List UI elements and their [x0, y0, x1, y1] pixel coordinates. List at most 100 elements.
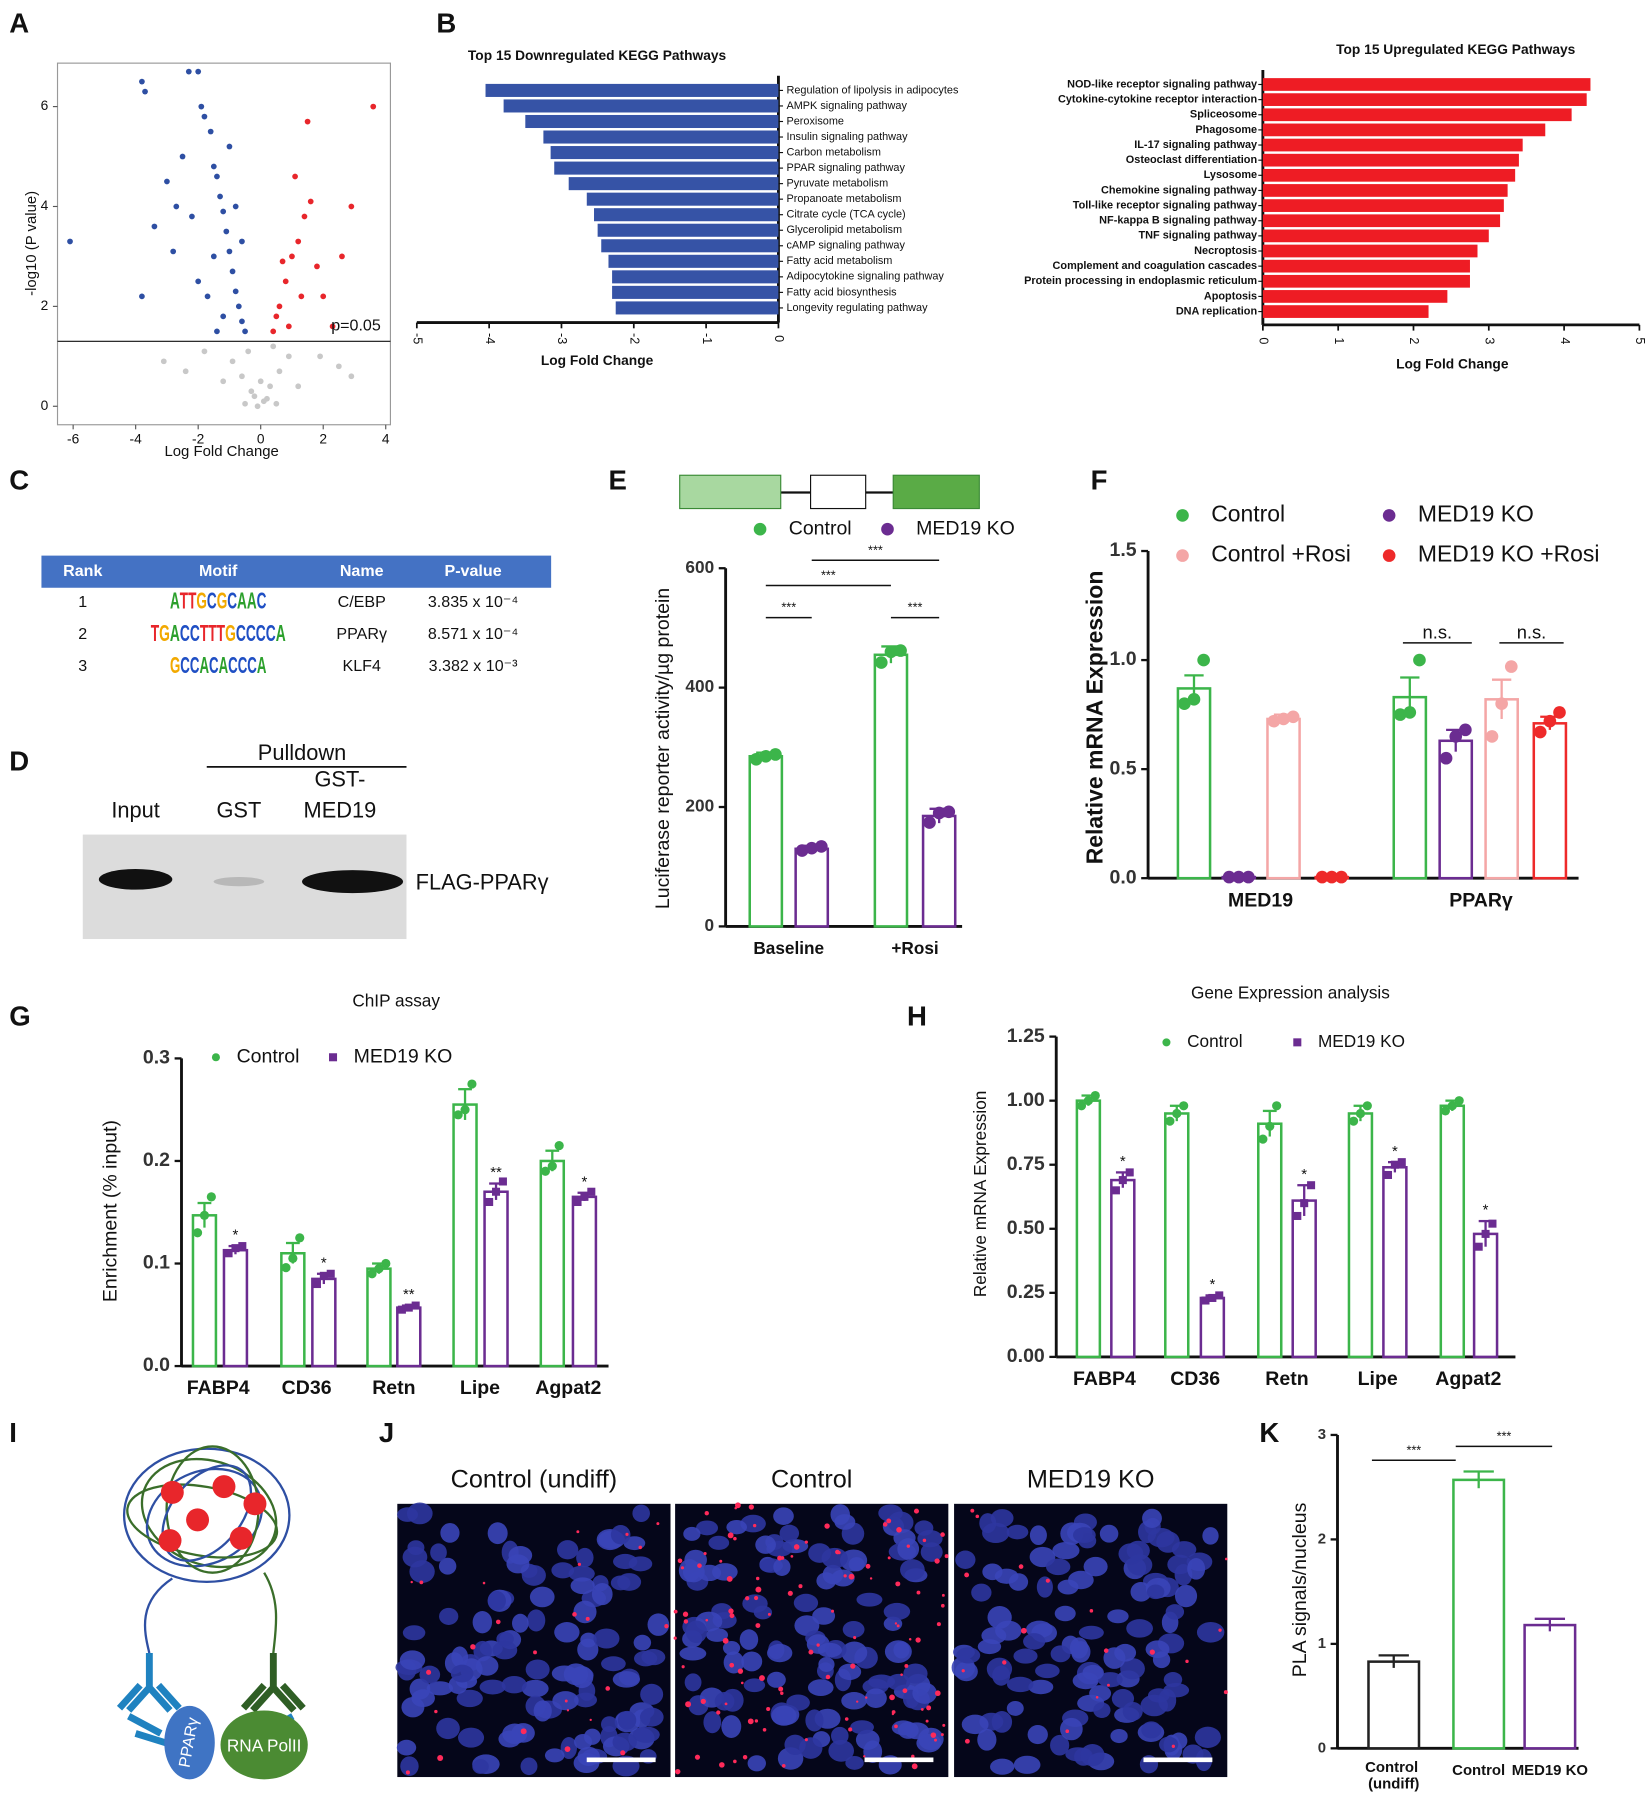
pla-signal: [470, 1644, 476, 1650]
x-axis-title: Log Fold Change: [541, 353, 654, 368]
point: [257, 378, 264, 385]
bar: [1110, 1178, 1136, 1359]
x-tick-label: 0: [1257, 337, 1271, 344]
bar: [550, 146, 779, 160]
bar: [1452, 1478, 1506, 1750]
cell-nucleus: [818, 1656, 835, 1672]
pla-signal: [755, 1576, 760, 1581]
cell-nucleus: [887, 1673, 911, 1691]
point: [370, 103, 377, 110]
point: [170, 248, 177, 255]
legend-label: MED19 KO +Rosi: [1418, 541, 1600, 567]
chart-title: ChIP assay: [352, 991, 440, 1011]
point: [367, 1269, 377, 1279]
cell-nucleus: [828, 1739, 855, 1762]
pla-signal: [1065, 1729, 1070, 1734]
cell-nucleus: [900, 1559, 925, 1581]
cell-nucleus: [475, 1656, 499, 1676]
construct-diagram: [679, 474, 980, 510]
cell-nucleus: [739, 1629, 759, 1650]
significance-star: *: [1392, 1143, 1398, 1160]
y-tick-label: 4: [41, 198, 49, 213]
bar: [1438, 739, 1474, 880]
motif-logo: GCCACACCCA: [170, 652, 266, 678]
cell-nucleus: [610, 1524, 631, 1545]
y-tick-label: 0.0: [143, 1354, 170, 1376]
point: [182, 368, 189, 375]
point: [1222, 870, 1236, 884]
point: [573, 1197, 582, 1207]
category-label: Toll-like receptor signaling pathway: [1073, 199, 1257, 211]
x-tick-label: FABP4: [187, 1377, 250, 1399]
category-label: cAMP signaling pathway: [786, 240, 905, 252]
cell-nucleus: [991, 1711, 1013, 1733]
pla-signal: [755, 1586, 762, 1593]
panel-label: C: [9, 464, 29, 495]
point: [1362, 1101, 1372, 1111]
pla-signal: [434, 1709, 438, 1714]
category-label: Adipocytokine signaling pathway: [786, 271, 944, 283]
point: [1197, 653, 1210, 667]
point: [1454, 1096, 1464, 1106]
cell-nucleus: [396, 1739, 417, 1756]
point: [348, 373, 355, 380]
pla-signal: [804, 1540, 808, 1544]
cell-nucleus: [1107, 1609, 1129, 1624]
cell-nucleus: [1082, 1664, 1104, 1681]
pla-signal: [816, 1643, 820, 1647]
table-header: Motif: [199, 562, 238, 580]
pla-signal: [850, 1663, 856, 1669]
cell-nucleus: [601, 1716, 618, 1733]
pla-signal: [605, 1686, 611, 1691]
cell-nucleus: [439, 1607, 459, 1625]
point: [1178, 697, 1191, 711]
cell-nucleus: [856, 1592, 883, 1607]
micrograph-title: MED19 KO: [1027, 1466, 1155, 1494]
pla-signal: [830, 1609, 835, 1613]
bar: [1439, 1104, 1466, 1359]
point: [1258, 1134, 1268, 1144]
bar: [1262, 199, 1504, 212]
pla-signal: [778, 1686, 784, 1692]
x-tick-label: MED19 KO: [1512, 1762, 1588, 1779]
legend-label: MED19 KO: [354, 1045, 453, 1067]
x-tick-label: 4: [1558, 337, 1572, 344]
pla-signal: [727, 1532, 734, 1539]
cell-nucleus: [1052, 1541, 1080, 1560]
pla-signal: [724, 1702, 728, 1706]
point: [282, 278, 289, 285]
category-label: Phagosome: [1195, 124, 1257, 136]
category-label: IL-17 signaling pathway: [1134, 139, 1257, 151]
table-cell: 3.835 x 10⁻⁴: [428, 593, 518, 611]
cell-nucleus: [838, 1663, 862, 1681]
cell-nucleus: [1078, 1625, 1104, 1640]
y-tick-label: 0: [41, 398, 49, 413]
cell-nucleus: [533, 1700, 552, 1722]
pla-signal: [853, 1636, 857, 1640]
pla-signal: [920, 1708, 924, 1711]
cell-nucleus: [917, 1529, 943, 1548]
panel-label: F: [1091, 464, 1108, 495]
pla-signal: [681, 1665, 685, 1669]
y-tick-label: 200: [685, 796, 714, 816]
cell-nucleus: [1114, 1643, 1137, 1662]
pla-signal: [808, 1649, 814, 1655]
pla-signal: [896, 1624, 900, 1628]
cell-nucleus: [817, 1642, 842, 1658]
cell-nucleus: [741, 1651, 763, 1672]
cell-nucleus: [1006, 1700, 1024, 1716]
point: [206, 1192, 216, 1202]
point: [1242, 870, 1255, 884]
pla-signal: [747, 1718, 754, 1725]
point: [1439, 751, 1453, 765]
cell-nucleus: [639, 1707, 664, 1727]
point: [254, 403, 261, 410]
point: [192, 1228, 203, 1238]
cell-nucleus: [544, 1748, 565, 1763]
x-tick-label: Agpat2: [1435, 1368, 1501, 1390]
bar: [1262, 138, 1523, 152]
cell-nucleus: [679, 1646, 707, 1661]
bar: [525, 114, 779, 129]
cell-nucleus: [799, 1737, 823, 1759]
